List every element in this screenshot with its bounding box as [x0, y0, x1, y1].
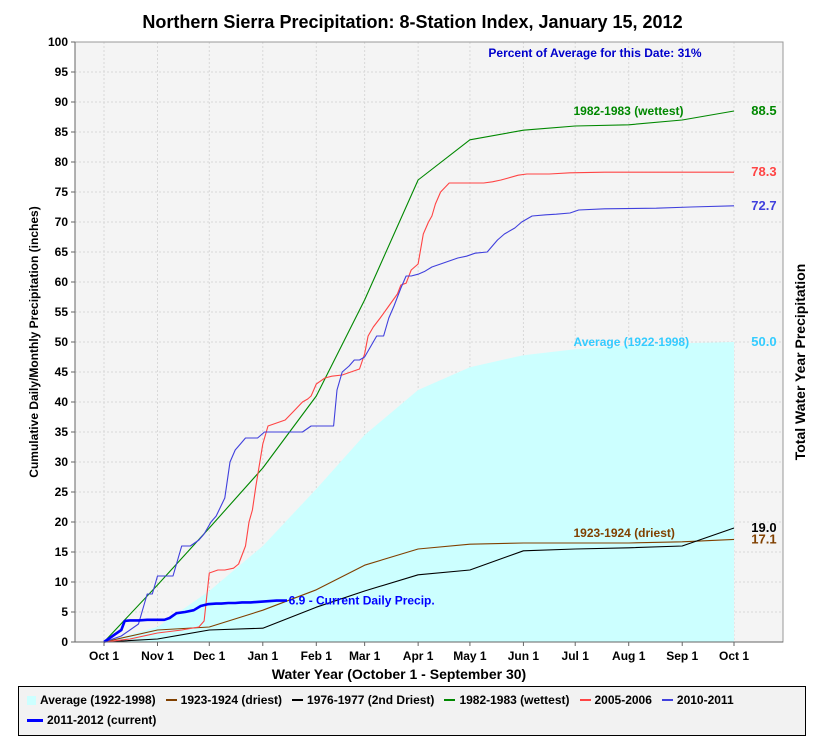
series-line-6: [103, 599, 287, 644]
legend-label: 1976-1977 (2nd Driest): [307, 693, 435, 707]
legend-label: 1923-1924 (driest): [180, 693, 283, 707]
y-tick-label: 85: [55, 125, 69, 139]
series-line-4: [103, 171, 734, 643]
legend-label: 2005-2006: [594, 693, 652, 707]
legend-swatch: [27, 695, 36, 705]
x-tick-label: Feb 1: [301, 649, 333, 663]
x-tick-label: Nov 1: [141, 649, 174, 663]
series-line-2: [103, 527, 735, 643]
series-annotation: 1982-1983 (wettest): [573, 104, 683, 118]
total-value-label: 72.7: [751, 198, 776, 213]
x-tick-label: Dec 1: [193, 649, 225, 663]
y-tick-label: 55: [55, 305, 69, 319]
x-tick-label: Apr 1: [403, 649, 434, 663]
y-tick-label: 30: [55, 455, 69, 469]
y-tick-label: 40: [55, 395, 69, 409]
y-tick-label: 60: [55, 275, 69, 289]
legend-swatch: [27, 718, 43, 722]
y-tick-label: 95: [55, 65, 69, 79]
y2-axis-label: Total Water Year Precipitation: [792, 264, 808, 461]
y-tick-label: 0: [61, 635, 68, 649]
y-tick-label: 70: [55, 215, 69, 229]
series-line-1: [103, 538, 735, 643]
series-area-average: [104, 342, 734, 642]
y-tick-label: 80: [55, 155, 69, 169]
x-tick-label: Aug 1: [612, 649, 646, 663]
x-tick-label: Jan 1: [247, 649, 278, 663]
total-value-label: 50.0: [751, 334, 776, 349]
x-tick-label: Sep 1: [666, 649, 698, 663]
y-tick-label: 35: [55, 425, 69, 439]
legend-item: 1923-1924 (driest): [165, 693, 283, 707]
legend-swatch: [661, 699, 673, 701]
total-value-label: 19.0: [751, 520, 776, 535]
legend-item: 2010-2011: [661, 693, 734, 707]
y-tick-label: 50: [55, 335, 69, 349]
legend-item: 2005-2006: [579, 693, 652, 707]
y-axis-label: Cumulative Daily/Monthly Precipitation (…: [27, 206, 41, 477]
total-value-label: 17.1: [751, 531, 776, 546]
legend-row-1: Average (1922-1998) 1923-1924 (driest) 197…: [27, 693, 744, 707]
legend-swatch: [444, 699, 456, 701]
x-tick-label: Mar 1: [349, 649, 381, 663]
legend-label: 1982-1983 (wettest): [459, 693, 570, 707]
x-tick-label: Oct 1: [89, 649, 119, 663]
series-line-5: [103, 205, 735, 643]
x-tick-label: Jul 1: [562, 649, 590, 663]
legend-swatch: [165, 699, 177, 701]
legend-item: Average (1922-1998): [27, 693, 156, 707]
chart-title: Northern Sierra Precipitation: 8-Station…: [142, 12, 683, 32]
x-tick-label: May 1: [453, 649, 487, 663]
x-axis-label: Water Year (October 1 - September 30): [272, 666, 526, 682]
legend-swatch: [292, 699, 304, 701]
x-tick-label: Oct 1: [719, 649, 749, 663]
total-value-label: 88.5: [751, 103, 776, 118]
legend-item: 1976-1977 (2nd Driest): [292, 693, 434, 707]
y-tick-label: 65: [55, 245, 69, 259]
legend-label: Average (1922-1998): [40, 693, 156, 707]
series-annotation: 1923-1924 (driest): [573, 526, 674, 540]
chart-legend: Average (1922-1998) 1923-1924 (driest) 197…: [18, 686, 806, 736]
y-tick-label: 90: [55, 95, 69, 109]
legend-row-2: 2011-2012 (current): [27, 713, 166, 727]
series-annotation: Average (1922-1998): [573, 335, 689, 349]
legend-label: 2011-2012 (current): [47, 713, 157, 727]
series-line-3: [103, 110, 735, 643]
series-annotation: 6.9 - Current Daily Precip.: [289, 594, 435, 608]
x-tick-label: Jun 1: [508, 649, 540, 663]
legend-item: 2011-2012 (current): [27, 713, 156, 727]
total-value-label: 78.3: [751, 164, 776, 179]
precipitation-chart: 0 5 10 15 20 25 30 35 40 45 50 55 60 65 70 75 80 85 90 95 10…: [27, 35, 808, 682]
y-tick-label: 100: [48, 35, 68, 49]
percent-of-average-label: Percent of Average for this Date: 31%: [488, 46, 702, 60]
y-tick-label: 25: [55, 485, 69, 499]
y-tick-label: 5: [61, 605, 68, 619]
y-tick-label: 45: [55, 365, 69, 379]
y-tick-label: 10: [55, 575, 69, 589]
y-tick-label: 15: [55, 545, 69, 559]
y-tick-label: 75: [55, 185, 69, 199]
legend-item: 1982-1983 (wettest): [444, 693, 570, 707]
legend-swatch: [579, 699, 591, 701]
y-tick-label: 20: [55, 515, 69, 529]
legend-label: 2010-2011: [676, 693, 734, 707]
